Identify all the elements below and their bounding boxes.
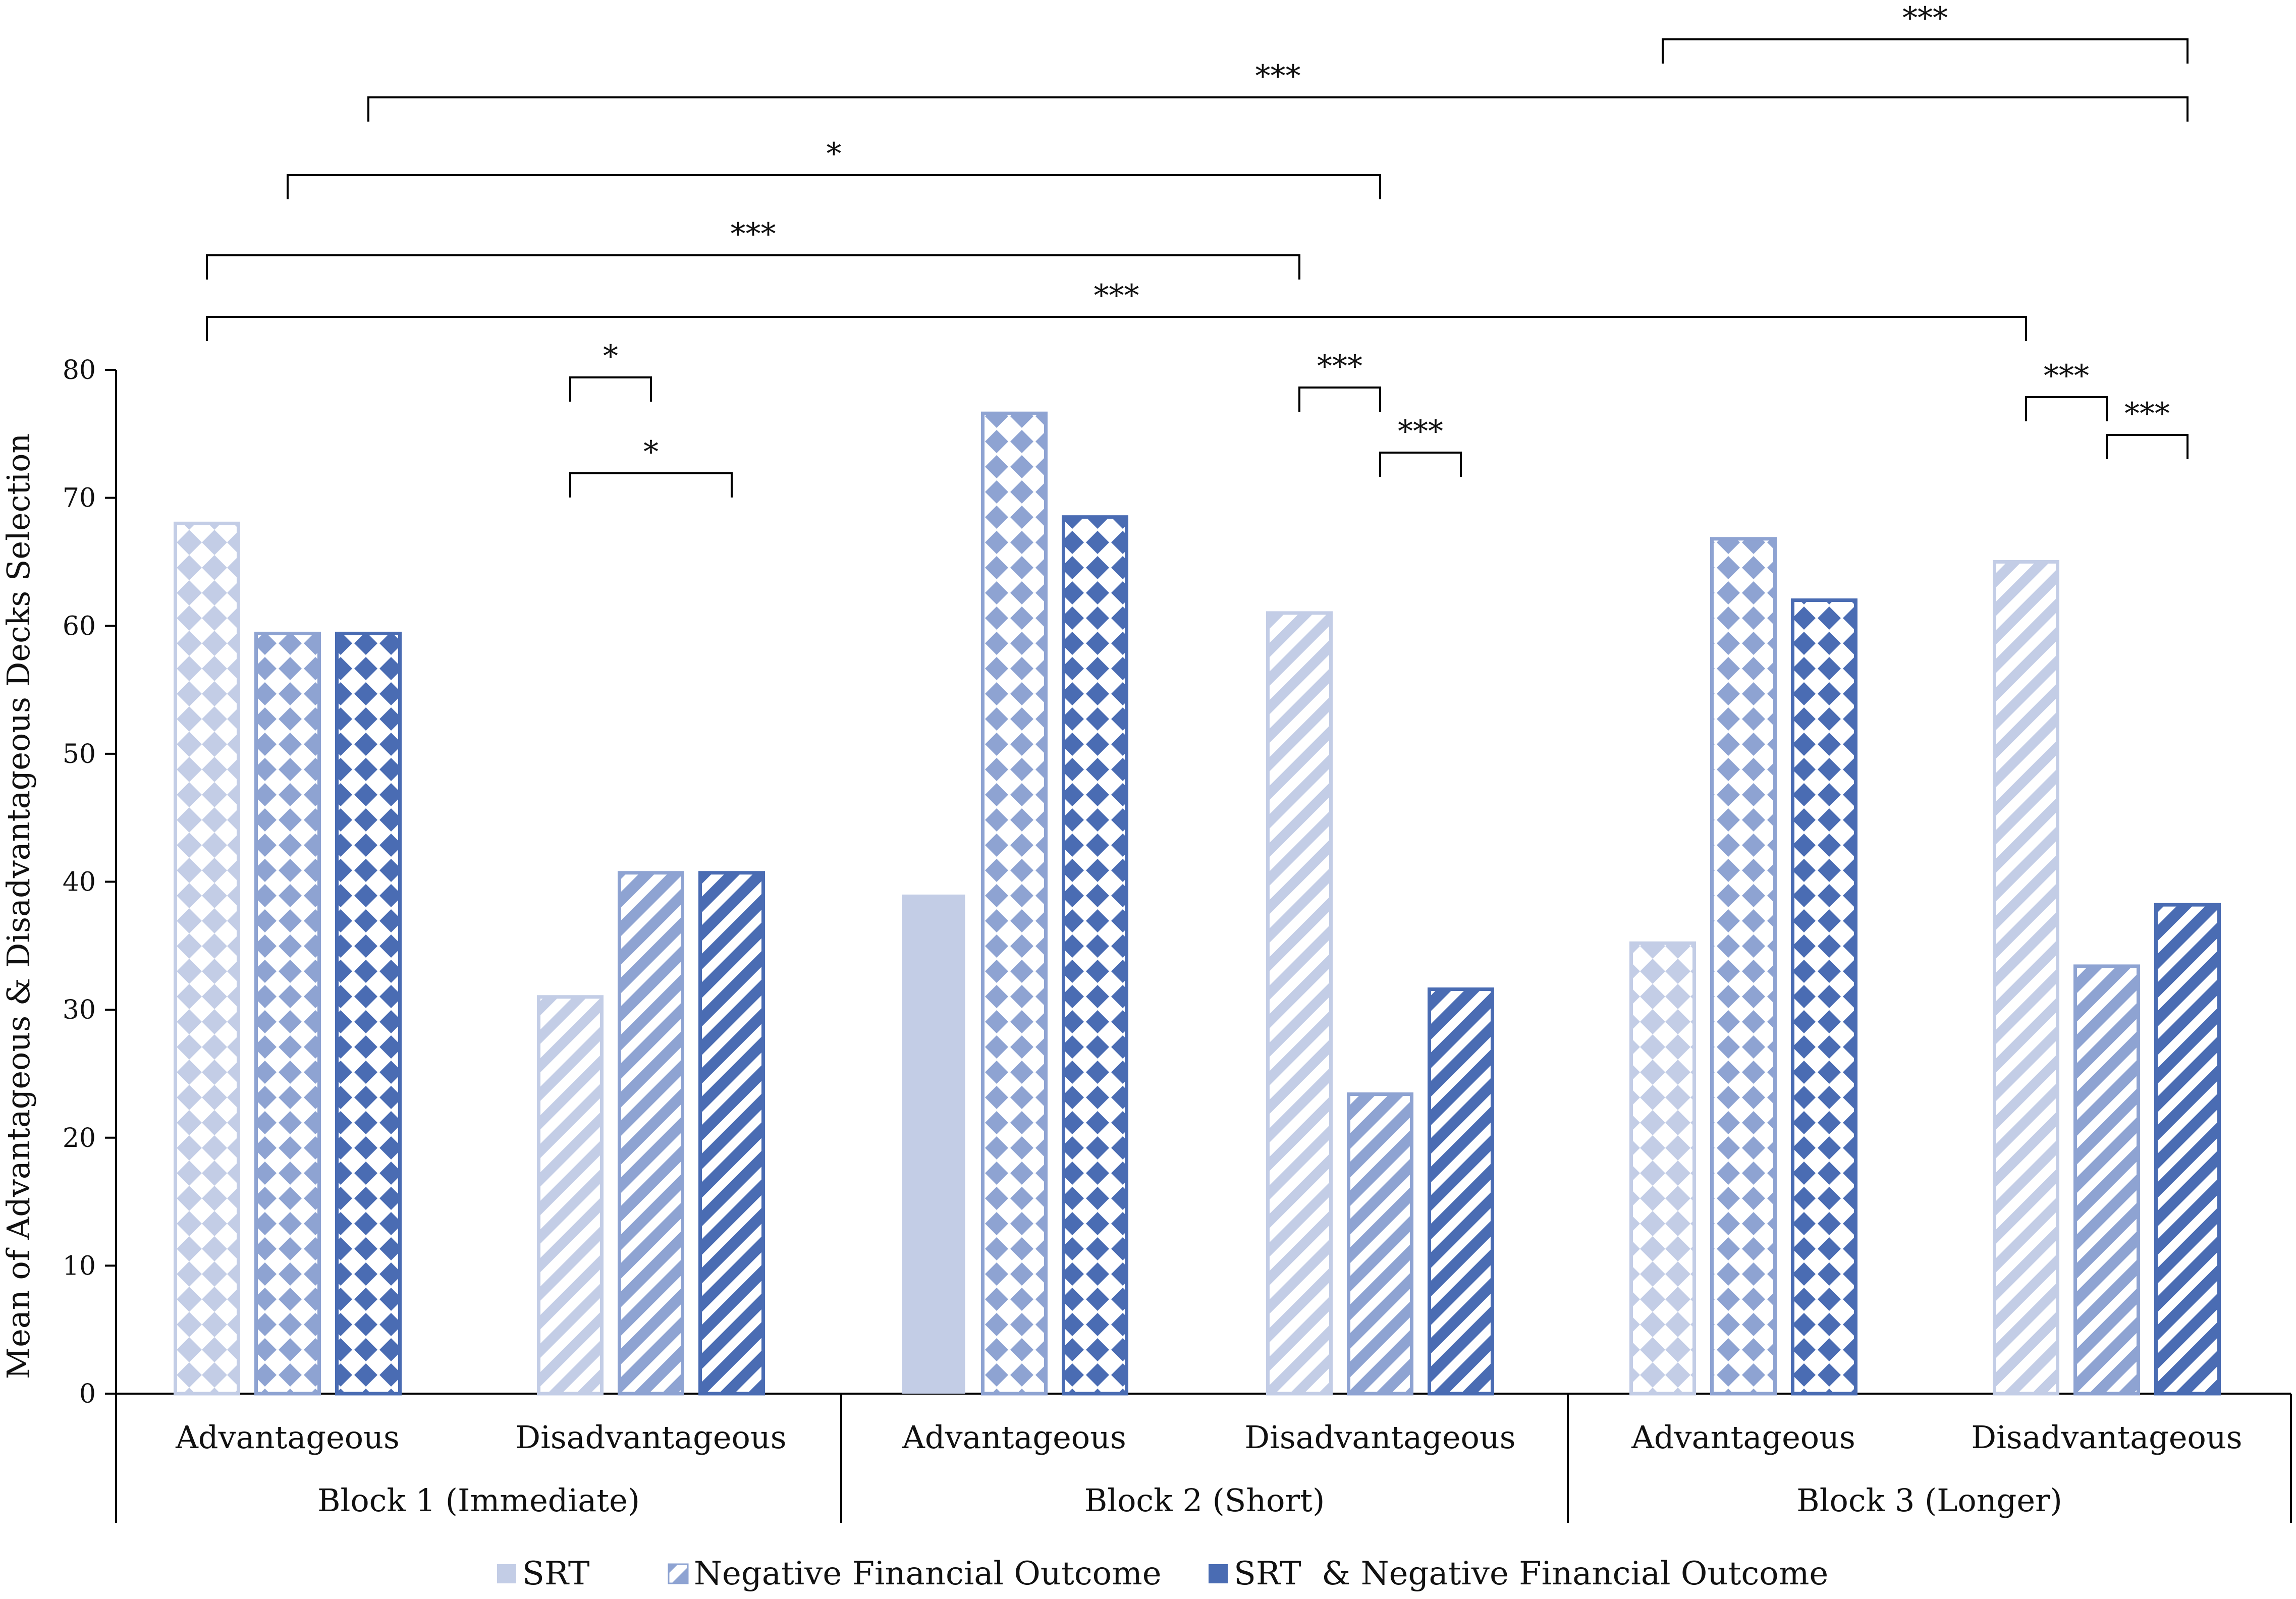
bar-srt (902, 894, 965, 1394)
significance-label: *** (2124, 396, 2170, 431)
bar-srt (1993, 560, 2059, 1396)
bar-srt-nfo (1791, 598, 1857, 1396)
significance-bracket (2106, 434, 2189, 459)
category-label: Advantageous (1631, 1419, 1855, 1456)
category-label: Advantageous (902, 1419, 1126, 1456)
y-tick-label: 20 (63, 1123, 96, 1153)
block-label: Block 2 (Short) (1084, 1482, 1325, 1519)
bar-nfo (1710, 537, 1777, 1396)
significance-label: *** (1255, 59, 1301, 94)
significance-label: * (827, 136, 842, 172)
significance-bracket (569, 376, 652, 402)
y-tick-label: 70 (63, 483, 96, 514)
significance-bracket (367, 96, 2189, 122)
significance-label: *** (1902, 1, 1948, 36)
y-tick-label: 80 (63, 355, 96, 385)
y-tick-label: 60 (63, 611, 96, 641)
category-label: Disadvantageous (1244, 1419, 1515, 1456)
bar-srt-nfo (698, 871, 765, 1396)
significance-label: * (603, 339, 618, 374)
y-tick-label: 40 (63, 867, 96, 898)
bar-srt-nfo (1428, 987, 1494, 1396)
significance-bracket (2025, 396, 2108, 421)
bar-nfo (981, 411, 1048, 1396)
significance-bracket (1298, 387, 1381, 412)
legend-swatch (497, 1564, 516, 1583)
block-label: Block 1 (Immediate) (317, 1482, 640, 1519)
bar-srt (1266, 611, 1333, 1396)
bar-nfo (618, 871, 684, 1396)
category-label: Disadvantageous (515, 1419, 786, 1456)
y-tick-label: 0 (79, 1379, 96, 1409)
bar-nfo (1347, 1092, 1413, 1396)
legend-swatch (1209, 1564, 1228, 1583)
legend-label: SRT (522, 1555, 590, 1592)
category-label: Disadvantageous (1971, 1419, 2242, 1456)
significance-bracket (1662, 38, 2189, 64)
significance-label: *** (1094, 278, 1139, 313)
bar-srt-nfo (335, 631, 402, 1396)
significance-bracket (569, 472, 733, 498)
y-tick-label: 10 (63, 1251, 96, 1281)
significance-label: * (643, 434, 659, 470)
bar-srt (174, 521, 240, 1396)
significance-bracket (1379, 452, 1462, 477)
legend-label: SRT & Negative Financial Outcome (1234, 1555, 1828, 1592)
significance-label: *** (1398, 414, 1443, 449)
bar-srt-nfo (2154, 903, 2221, 1396)
significance-bracket (206, 254, 1300, 280)
bar-srt (1629, 941, 1696, 1396)
y-axis-title: Mean of Advantageous & Disadvantageous D… (0, 433, 37, 1380)
bar-nfo (254, 631, 321, 1396)
significance-label: *** (731, 216, 776, 252)
significance-label: *** (1317, 349, 1362, 384)
significance-bracket (206, 316, 2027, 341)
y-tick-label: 30 (63, 995, 96, 1025)
category-label: Advantageous (175, 1419, 400, 1456)
y-tick-label: 50 (63, 739, 96, 769)
legend-swatch (668, 1563, 689, 1584)
block-label: Block 3 (Longer) (1796, 1482, 2062, 1519)
significance-bracket (287, 174, 1381, 199)
bar-nfo (2073, 964, 2140, 1396)
legend-label: Negative Financial Outcome (694, 1555, 1162, 1592)
bar-srt-nfo (1062, 515, 1128, 1396)
bar-srt (537, 995, 604, 1396)
significance-label: *** (2044, 358, 2089, 394)
